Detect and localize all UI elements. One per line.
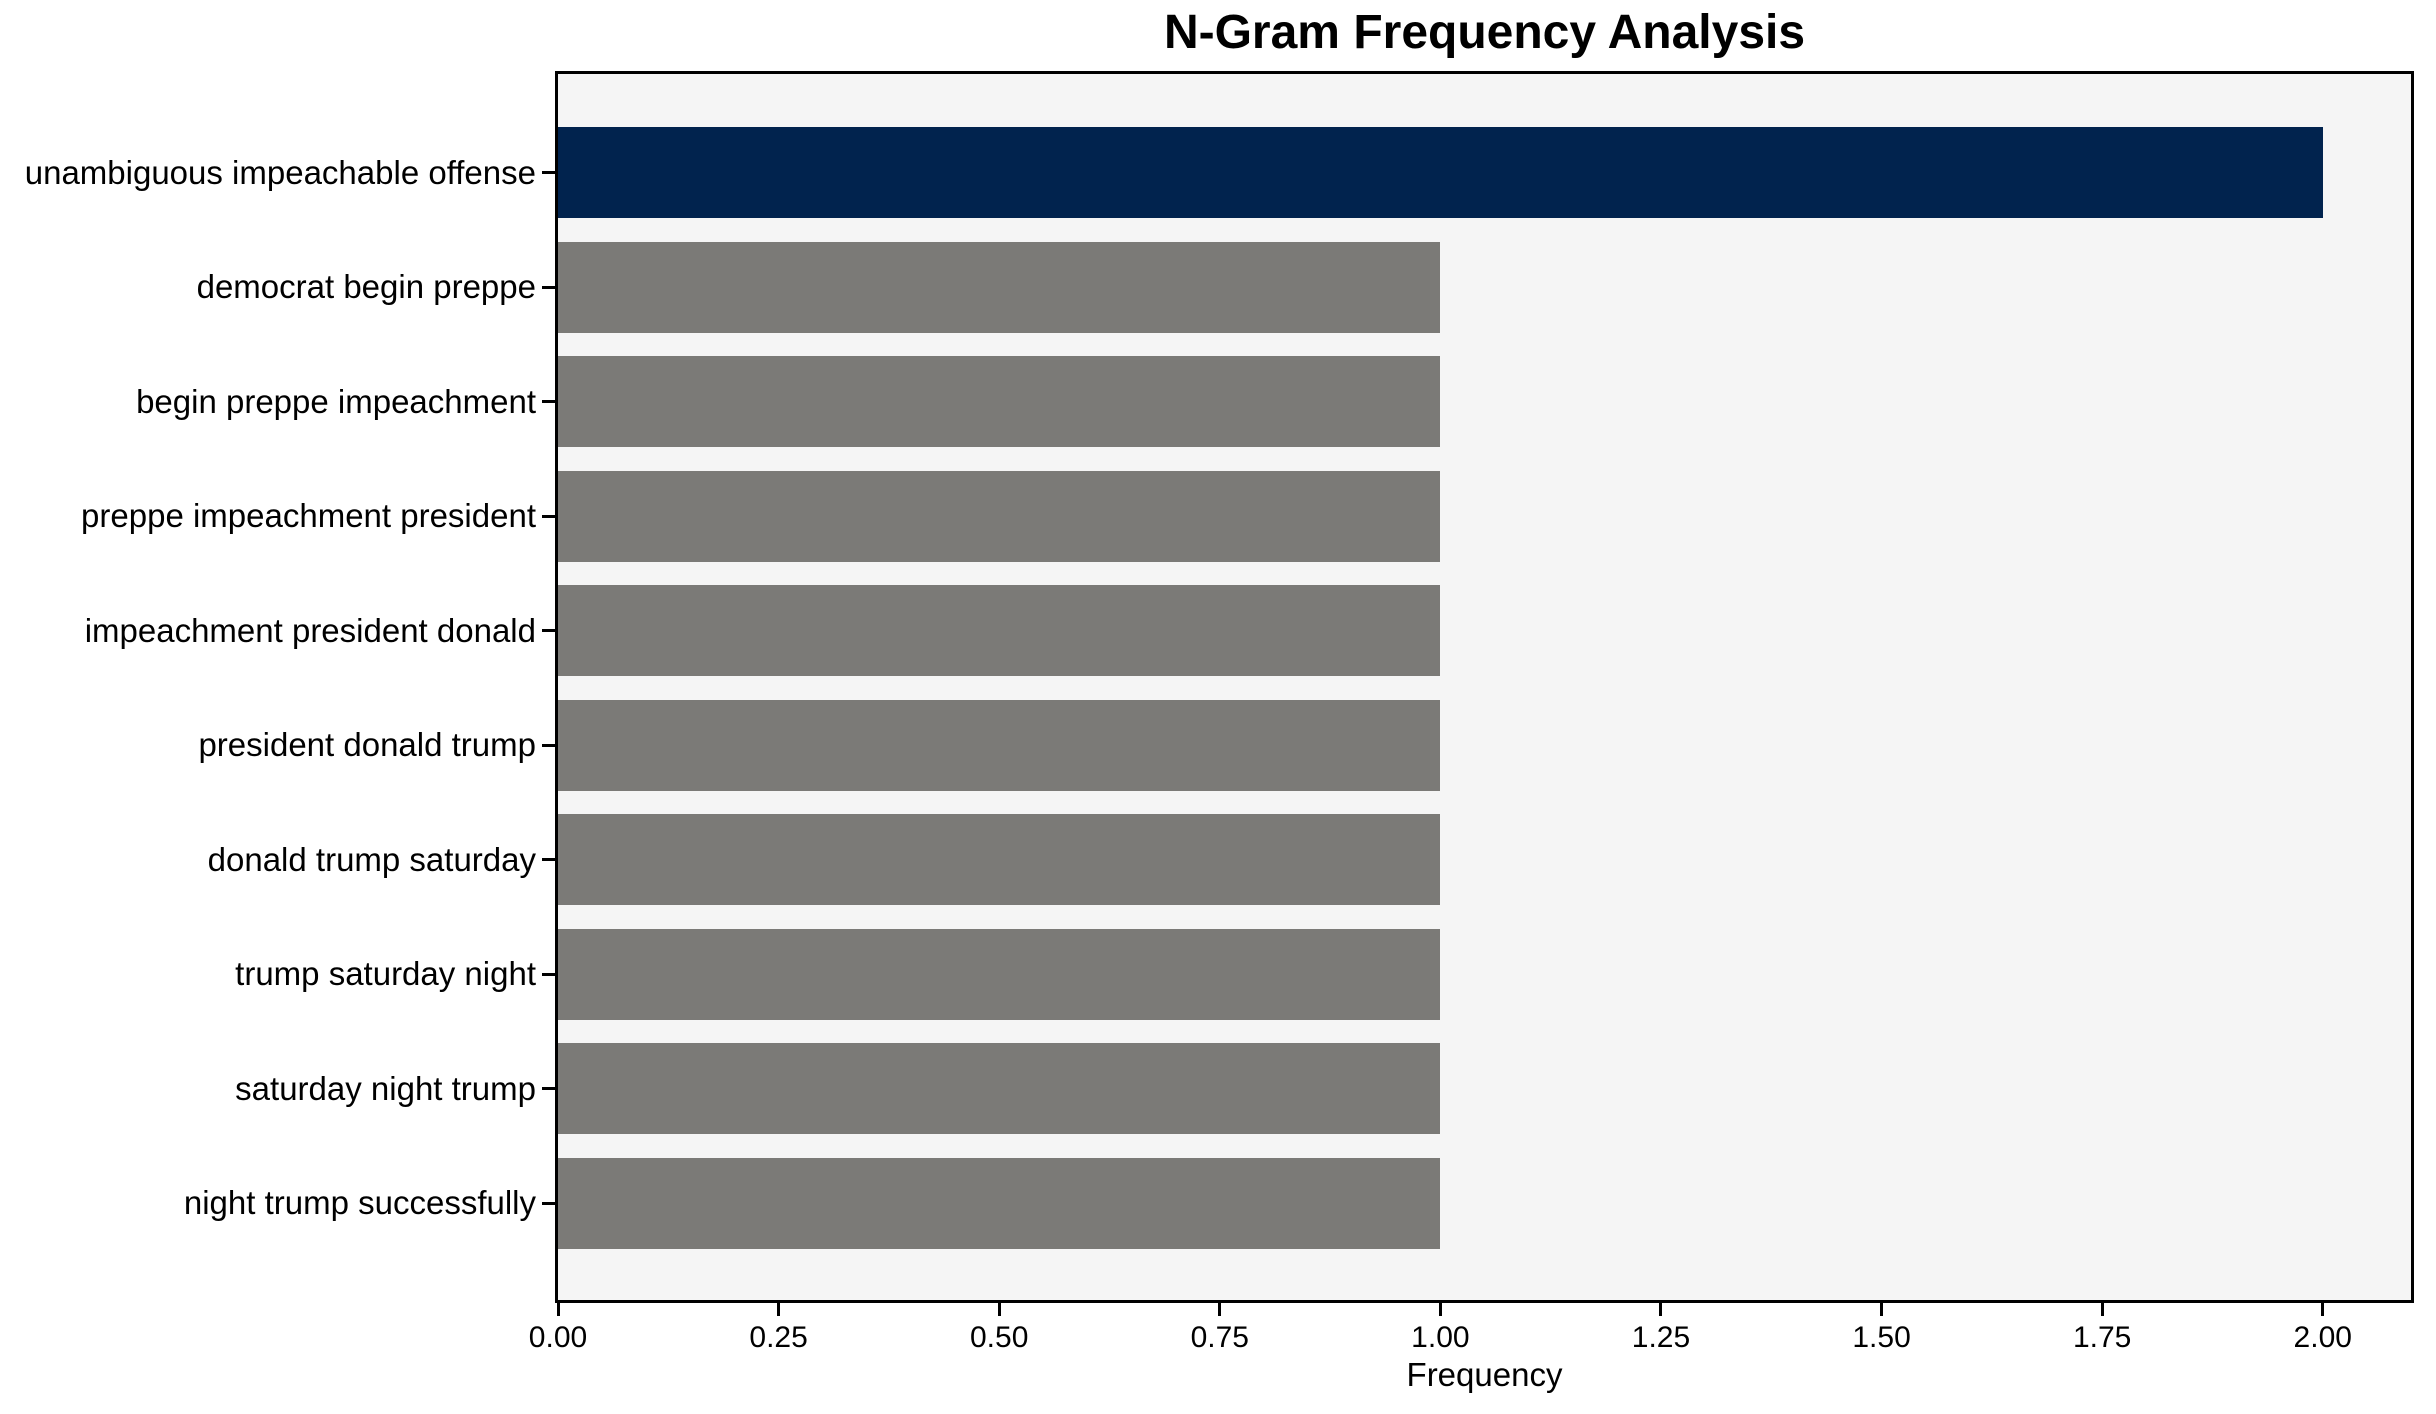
bar xyxy=(558,470,1441,562)
y-tick-label: democrat begin preppe xyxy=(196,268,536,306)
x-tick-label: 1.00 xyxy=(1411,1321,1470,1354)
x-tick-mark xyxy=(1880,1303,1884,1316)
bar xyxy=(558,241,1441,333)
x-tick-mark xyxy=(1218,1303,1222,1316)
y-tick-label: unambiguous impeachable offense xyxy=(24,153,536,191)
y-tick-mark xyxy=(542,1087,555,1091)
y-tick-mark xyxy=(542,743,555,747)
bar xyxy=(558,699,1441,791)
chart-title: N-Gram Frequency Analysis xyxy=(1163,6,1806,59)
y-tick-label: begin preppe impeachment xyxy=(136,382,536,420)
x-tick-label: 0.75 xyxy=(1190,1321,1249,1354)
x-tick-label: 1.50 xyxy=(1852,1321,1911,1354)
y-tick-label: night trump successfully xyxy=(183,1184,536,1222)
x-tick-mark xyxy=(556,1303,560,1316)
x-tick-mark xyxy=(1438,1303,1442,1316)
y-tick-label: trump saturday night xyxy=(235,955,536,993)
x-tick-label: 0.50 xyxy=(969,1321,1029,1354)
x-tick-label: 1.25 xyxy=(1631,1321,1691,1354)
y-tick-mark xyxy=(542,858,555,862)
y-tick-mark xyxy=(542,400,555,404)
y-tick-mark xyxy=(542,171,555,174)
bar xyxy=(558,356,1441,448)
bar xyxy=(558,127,2323,218)
x-tick-mark xyxy=(2100,1303,2104,1316)
x-tick-mark xyxy=(777,1303,781,1316)
bar xyxy=(558,585,1441,677)
y-tick-label: donald trump saturday xyxy=(207,840,536,878)
y-tick-label: president donald trump xyxy=(198,726,536,764)
y-tick-mark xyxy=(542,972,555,976)
y-tick-mark xyxy=(542,1201,555,1205)
y-tick-mark xyxy=(542,285,555,289)
x-tick-label: 0.25 xyxy=(749,1321,808,1354)
x-tick-label: 1.75 xyxy=(2072,1321,2132,1354)
bar xyxy=(558,814,1441,906)
y-tick-label: saturday night trump xyxy=(235,1069,536,1107)
y-tick-mark xyxy=(542,629,555,633)
x-tick-mark xyxy=(2321,1303,2325,1316)
x-tick-mark xyxy=(997,1303,1001,1316)
bar xyxy=(558,1157,1441,1249)
bar xyxy=(558,1043,1441,1135)
x-tick-label: 0.00 xyxy=(528,1321,588,1354)
x-tick-label: 2.00 xyxy=(2293,1321,2352,1354)
y-tick-label: preppe impeachment president xyxy=(81,497,536,535)
x-axis-title: Frequency xyxy=(1406,1356,1563,1393)
plot-area xyxy=(555,71,2414,1303)
y-tick-mark xyxy=(542,514,555,518)
x-tick-mark xyxy=(1659,1303,1663,1316)
y-tick-label: impeachment president donald xyxy=(84,611,536,649)
bar xyxy=(558,928,1441,1020)
